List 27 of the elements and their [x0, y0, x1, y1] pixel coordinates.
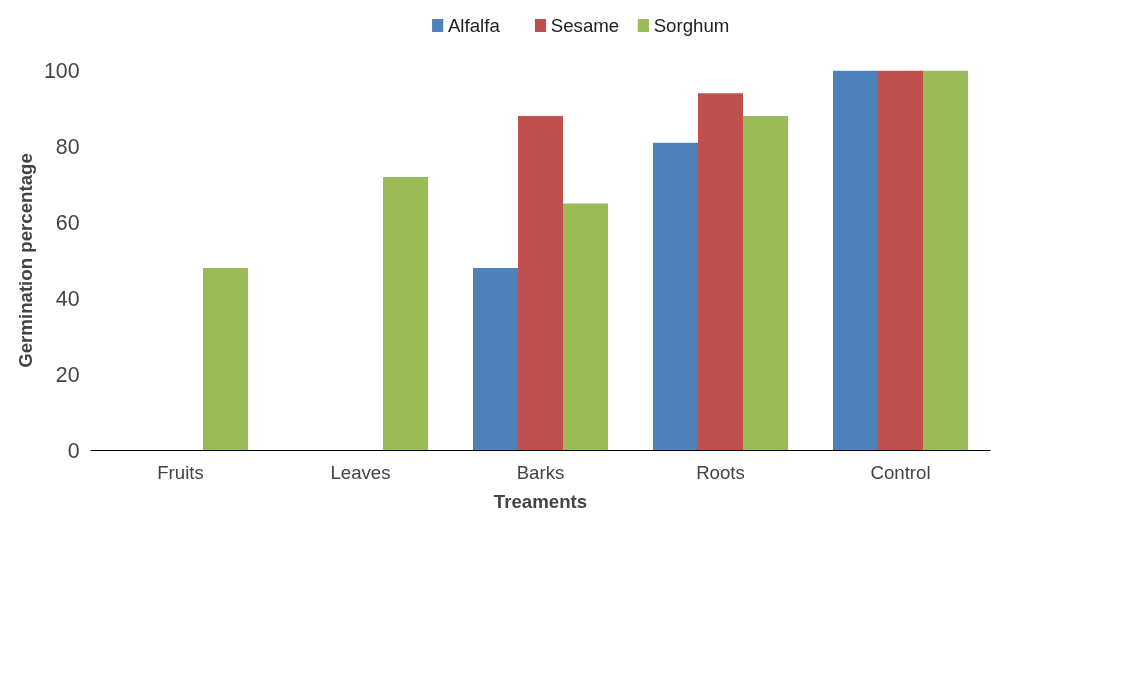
- y-tick-label: 60: [55, 211, 80, 235]
- bar: [833, 70, 878, 451]
- bar: [518, 116, 563, 451]
- x-tick-label: Leaves: [330, 461, 391, 483]
- bar: [743, 116, 788, 451]
- bar: [383, 176, 428, 451]
- legend-label: Alfalfa: [447, 15, 501, 36]
- x-tick-label: Control: [870, 461, 931, 483]
- y-tick-label: 40: [55, 287, 80, 311]
- bar: [563, 203, 608, 451]
- y-tick-label: 20: [55, 363, 80, 387]
- legend-label: Sorghum: [653, 15, 730, 36]
- bar: [698, 93, 743, 451]
- bar: [878, 70, 923, 451]
- y-tick-label: 100: [43, 59, 80, 83]
- x-tick-label: Barks: [516, 461, 565, 483]
- y-tick-label: 80: [55, 135, 80, 159]
- x-axis-title: Treaments: [493, 490, 588, 512]
- legend-label: Sesame: [550, 15, 620, 36]
- x-tick-label: Fruits: [157, 461, 204, 483]
- bar: [203, 268, 248, 451]
- bar: [653, 142, 698, 451]
- y-axis-title: Germination percentage: [14, 153, 36, 368]
- y-tick-label: 0: [67, 439, 80, 463]
- bar: [923, 70, 968, 451]
- bar: [473, 268, 518, 451]
- x-tick-label: Roots: [696, 461, 745, 483]
